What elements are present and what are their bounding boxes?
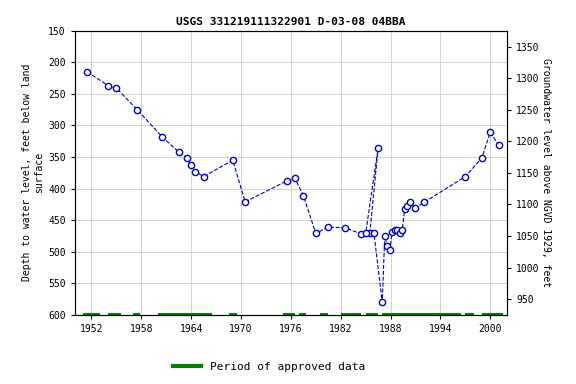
Bar (341, 313, 362, 317)
Bar (108, 313, 120, 317)
Bar (482, 313, 503, 317)
Legend: Period of approved data: Period of approved data (169, 358, 370, 376)
Bar (133, 313, 140, 317)
Bar (158, 313, 212, 317)
Bar (229, 313, 237, 317)
Bar (366, 313, 378, 317)
Bar (465, 313, 473, 317)
Bar (299, 313, 306, 317)
Bar (320, 313, 328, 317)
Bar (83, 313, 100, 317)
Title: USGS 331219111322901 D-03-08 04BBA: USGS 331219111322901 D-03-08 04BBA (176, 17, 406, 27)
Bar (283, 313, 295, 317)
Bar (382, 313, 461, 317)
Y-axis label: Groundwater level above NGVD 1929, feet: Groundwater level above NGVD 1929, feet (540, 58, 551, 287)
Y-axis label: Depth to water level, feet below land
surface: Depth to water level, feet below land su… (22, 64, 44, 281)
